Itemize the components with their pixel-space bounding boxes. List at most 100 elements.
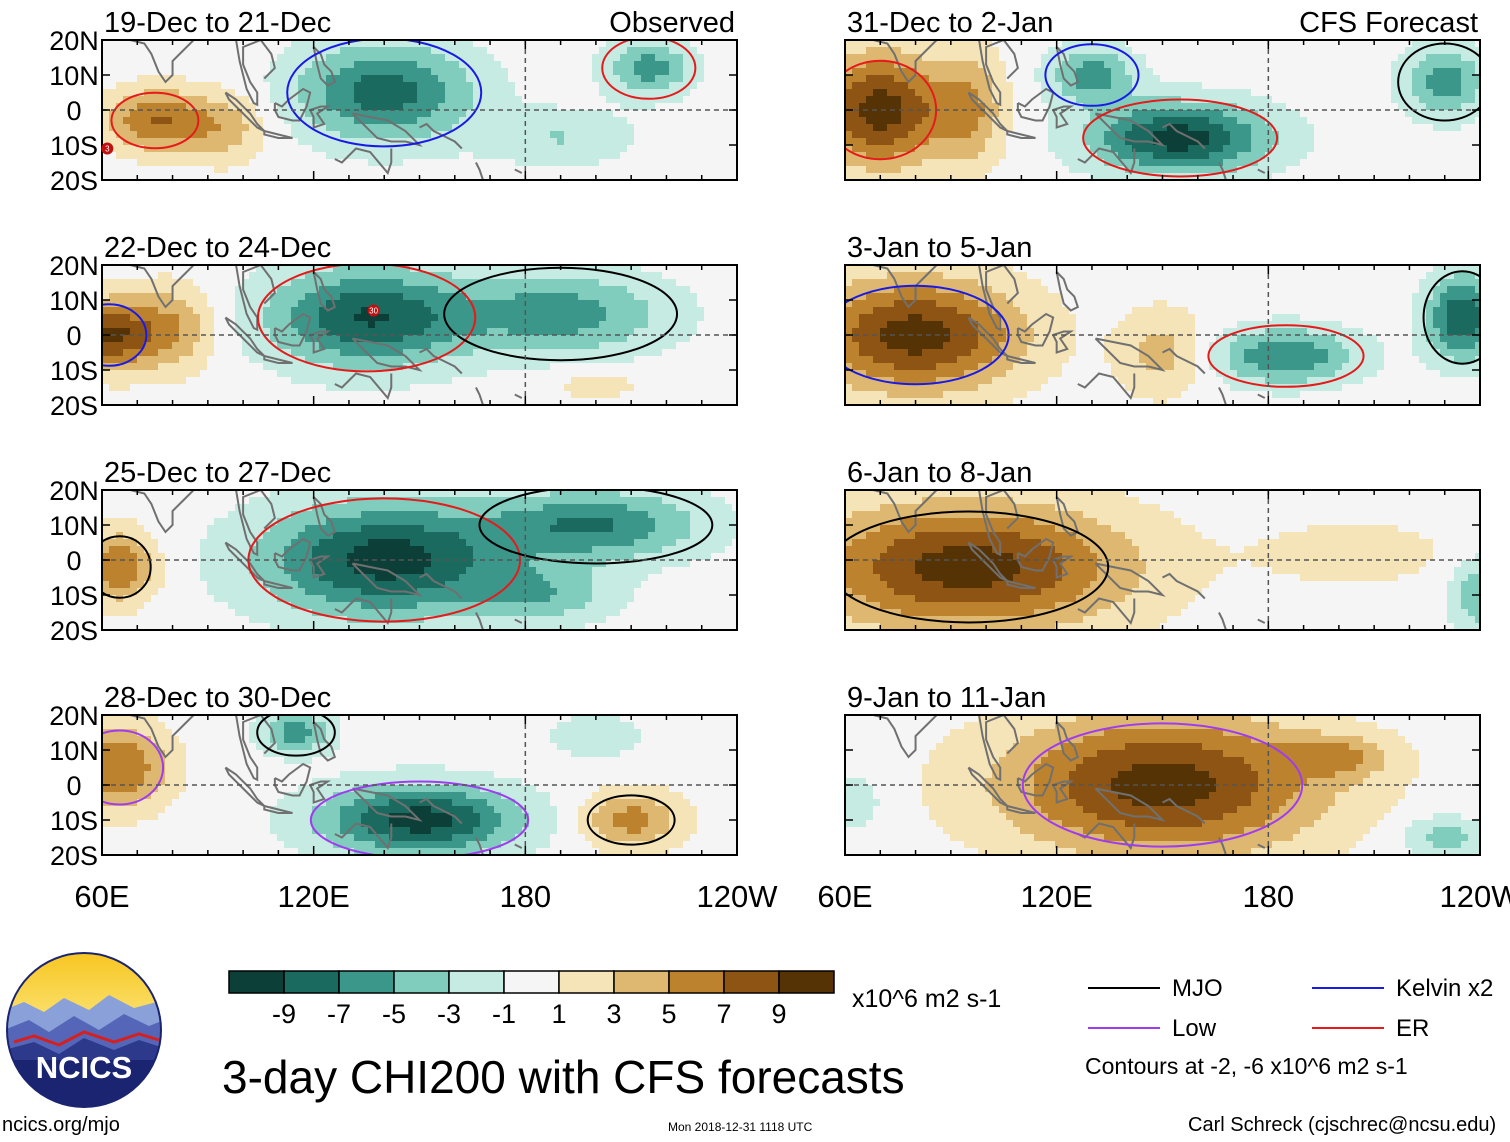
coastline — [1052, 555, 1075, 579]
coastline — [309, 780, 332, 804]
lon-tick-label: 120E — [1020, 879, 1092, 914]
lat-tick-label: 0 — [66, 546, 81, 576]
coastline — [1077, 597, 1136, 626]
coastline — [1162, 347, 1206, 375]
coastline — [419, 797, 463, 825]
panel-field — [102, 265, 737, 405]
lat-tick-label: 0 — [66, 321, 81, 351]
contour-line — [102, 303, 148, 367]
coastline — [1257, 843, 1266, 849]
coastline — [1094, 337, 1166, 372]
coastline — [273, 537, 312, 572]
panel-title: 31-Dec to 2-Jan — [847, 7, 1053, 39]
coastline — [1218, 387, 1227, 405]
legend-swatch — [1088, 987, 1160, 989]
contour-line — [601, 40, 697, 100]
contour-line — [102, 535, 152, 599]
panel-title: 22-Dec to 24-Dec — [104, 232, 331, 264]
lat-tick-label: 10N — [49, 511, 99, 541]
panel-field — [845, 40, 1480, 180]
coastline — [1006, 130, 1036, 139]
colorbar-swatch — [338, 970, 395, 994]
contour-line — [1422, 270, 1480, 365]
lat-tick-label: 10N — [49, 61, 99, 91]
panel-title: 28-Dec to 30-Dec — [104, 682, 331, 714]
lat-tick-label: 20S — [50, 841, 98, 871]
colorbar-swatch — [723, 970, 780, 994]
lon-tick-label: 120W — [697, 879, 779, 914]
coastline — [1094, 562, 1166, 597]
coastline — [1162, 797, 1206, 825]
coastline — [872, 265, 939, 309]
coastline — [475, 612, 484, 630]
value-marker-label: 3 — [105, 145, 110, 154]
panel-field — [102, 490, 737, 630]
coastline — [1077, 147, 1136, 176]
colorbar-swatch — [668, 970, 725, 994]
coastline — [1052, 330, 1075, 354]
value-marker — [367, 304, 380, 317]
lat-tick-label: 0 — [66, 96, 81, 126]
coastline — [419, 572, 463, 600]
panel-field — [102, 715, 737, 855]
footer-author: Carl Schreck (cjschrec@ncsu.edu) — [1188, 1114, 1497, 1136]
panel-field — [845, 715, 1480, 855]
colorbar-tick-label: 3 — [606, 999, 621, 1029]
lon-tick-label: 120W — [1440, 879, 1510, 914]
coastline — [1006, 805, 1036, 814]
coastline — [1218, 612, 1227, 630]
colorbar-swatch — [393, 970, 450, 994]
ncics-logo: NCICS — [6, 952, 162, 1108]
colorbar-tick-label: -9 — [272, 999, 296, 1029]
lat-tick-label: 0 — [66, 771, 81, 801]
footer-url[interactable]: ncics.org/mjo — [2, 1114, 120, 1136]
colorbar: -9 -7 -5 -3 -1 1 3 5 7 9 — [228, 970, 835, 1029]
coastline — [1218, 837, 1227, 855]
coastline — [351, 337, 423, 372]
lon-tick-label: 120E — [277, 879, 349, 914]
colorbar-swatch — [778, 970, 835, 994]
coastline — [1257, 618, 1266, 624]
lat-tick-label: 10N — [49, 286, 99, 316]
lon-tick-label: 180 — [1242, 879, 1294, 914]
lat-tick-label: 20N — [49, 701, 99, 731]
colorbar-swatch — [448, 970, 505, 994]
coastline — [129, 490, 196, 534]
footer-timestamp: Mon 2018-12-31 1118 UTC — [668, 1120, 813, 1134]
coastline — [129, 265, 196, 309]
column-label: CFS Forecast — [1299, 7, 1478, 39]
colorbar-swatch — [228, 970, 285, 994]
coastline — [978, 715, 1019, 782]
colorbar-swatch — [283, 970, 340, 994]
contour-line — [845, 510, 1110, 624]
coastline — [263, 805, 293, 814]
coastline — [309, 330, 332, 354]
panel-field — [102, 40, 737, 180]
lon-tick-label: 180 — [499, 879, 551, 914]
contour-line — [286, 40, 483, 148]
contours-note: Contours at -2, -6 x10^6 m2 s-1 — [1085, 1053, 1408, 1079]
colorbar-swatch — [503, 970, 560, 994]
coastline — [1016, 537, 1055, 572]
panel-title: 6-Jan to 8-Jan — [847, 457, 1032, 489]
panel-title: 9-Jan to 11-Jan — [847, 682, 1046, 714]
panel-title: 25-Dec to 27-Dec — [104, 457, 331, 489]
coastline — [514, 168, 523, 174]
contour-line — [256, 715, 336, 757]
contour-line — [586, 794, 676, 846]
coastline — [273, 312, 312, 347]
colorbar-tick-label: 7 — [716, 999, 731, 1029]
colorbar-swatch — [558, 970, 615, 994]
colorbar-tick-label: -1 — [492, 999, 516, 1029]
coastline — [475, 162, 484, 180]
legend-swatch — [1312, 1027, 1384, 1029]
coastline — [514, 618, 523, 624]
lat-tick-label: 10S — [50, 131, 98, 161]
coastline — [351, 787, 423, 822]
coastline — [351, 562, 423, 597]
panel-field — [845, 490, 1480, 630]
coastline — [129, 715, 196, 759]
